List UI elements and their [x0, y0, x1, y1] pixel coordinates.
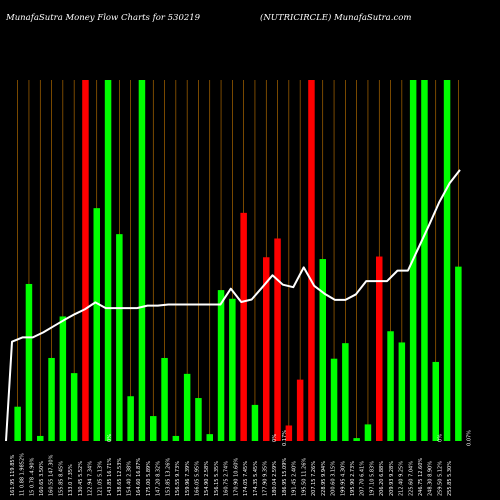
x-tick-label: 154.90 2.58% — [204, 461, 210, 496]
volume-bar — [229, 298, 236, 441]
volume-bar — [308, 80, 315, 441]
x-tick-label: 11 0.88 1.9852% — [20, 453, 26, 496]
x-tick-label: 156.15 5.35% — [214, 461, 220, 496]
volume-bar — [240, 212, 247, 441]
x-tick-label: 153.85 13.26% — [165, 458, 171, 496]
percent-marker: 0.17% — [282, 430, 288, 446]
x-tick-label: 121.05 5.13% — [97, 461, 103, 496]
volume-bar — [70, 373, 78, 441]
x-tick-label: 246.75 12.60% — [418, 458, 424, 496]
x-tick-label: 212.40 9.25% — [399, 461, 405, 496]
x-axis-labels: 161.95 119.85% 11 0.88 1.9852% 15 0.78 -4.… — [10, 453, 453, 496]
x-tick-label: 186.95 15.09% — [282, 458, 288, 496]
x-tick-label: 161.95 119.85% — [10, 454, 16, 496]
x-tick-label: 175.00 5.89% — [146, 461, 152, 496]
volume-bar — [364, 424, 372, 441]
x-tick-label: 248.30 8.90% — [428, 461, 434, 496]
x-tick-label: 197.10 5.83% — [369, 461, 375, 496]
volume-bar — [285, 425, 293, 441]
volume-bar — [387, 331, 394, 441]
volume-bar — [150, 416, 157, 441]
volume-bar — [274, 238, 281, 441]
volume-bar — [376, 256, 383, 441]
x-tick-label: 180.04 2.59% — [272, 461, 278, 496]
volume-bar — [398, 342, 406, 441]
volume-bar — [82, 80, 89, 441]
volume-bar — [342, 343, 349, 441]
x-tick-label: 15 0.78 -4.90% — [29, 457, 35, 496]
x-tick-label: 177.90 9.35% — [263, 461, 269, 496]
volume-bar — [296, 379, 304, 441]
volume-bar — [138, 80, 146, 441]
x-tick-label: 200.60 3.15% — [331, 461, 337, 496]
x-tick-label: 206.20 6.88% — [379, 461, 385, 496]
volume-bar — [93, 208, 100, 441]
x-tick-label: 225.60 7.04% — [408, 461, 414, 496]
volume-bar — [421, 80, 428, 441]
x-tick-label: 166.05 5.95% — [194, 461, 200, 496]
x-tick-label: 191.45 2.40% — [292, 461, 298, 496]
x-tick-label: 228.95 9.94% — [321, 461, 327, 496]
volume-bar — [127, 396, 134, 441]
volume-bar — [455, 266, 462, 441]
x-tick-label: 170.90 10.60% — [233, 458, 239, 496]
x-tick-label: 159.96 7.39% — [185, 461, 191, 496]
volume-bar — [319, 259, 326, 441]
volume-bar — [432, 361, 439, 441]
volume-bar — [48, 357, 55, 441]
volume-bar — [206, 434, 213, 441]
volume-bar — [161, 357, 168, 441]
x-tick-label: 255.85 5.30% — [447, 461, 453, 496]
volume-bar — [183, 373, 191, 441]
price-line — [5, 169, 461, 442]
site-title: (NUTRICIRCLE) MunafaSutra.com — [260, 12, 411, 23]
x-tick-label: 195.90 2.73% — [350, 461, 356, 496]
volume-bar — [59, 316, 67, 441]
volume-bar — [195, 398, 202, 441]
volume-bar — [116, 234, 123, 441]
volume-bar — [14, 406, 21, 441]
x-tick-label: 174.05 7.45% — [243, 461, 249, 496]
volume-bar — [251, 404, 259, 441]
volume-bars — [14, 80, 462, 441]
x-tick-label: 259.50 5.12% — [437, 461, 443, 496]
x-tick-label: 160.55 147.30% — [49, 454, 55, 496]
percent-marker: 0% — [107, 434, 113, 442]
volume-bar — [172, 435, 180, 441]
x-tick-label: 138.65 12.53% — [117, 458, 123, 496]
x-tick-label: 156.55 9.73% — [175, 461, 181, 496]
x-tick-label: 207.70 6.41% — [360, 461, 366, 496]
volume-bar — [330, 358, 338, 441]
x-tick-label: 209.93 9.28% — [389, 461, 395, 496]
x-tick-label: 174.35 5.45% — [253, 461, 259, 496]
x-tick-label: 207.15 7.26% — [311, 461, 317, 496]
volume-bar — [104, 80, 112, 441]
x-tick-label: 164.60 16.87% — [136, 458, 142, 496]
x-tick-label: 199.95 4.30% — [340, 461, 346, 496]
x-tick-label: 147.20 8.32% — [156, 461, 162, 496]
percent-marker: 0% — [272, 434, 278, 442]
volume-bar — [37, 435, 44, 441]
percent-marker: 0.07% — [467, 430, 473, 446]
volume-bar — [217, 290, 225, 441]
x-tick-label: 154.40 2.38% — [126, 461, 132, 496]
volume-bar — [25, 283, 33, 441]
x-tick-label: 133.0 7.35% — [68, 464, 74, 496]
x-tick-label: 155.85 8.45% — [58, 461, 64, 496]
x-tick-label: 130.45 5.52% — [78, 461, 84, 496]
volume-bar — [263, 257, 270, 441]
percent-markers: 0% 0% 0.17% 0% 0.07% — [107, 430, 473, 446]
price-line-group — [5, 169, 461, 442]
x-tick-label: 122.94 7.34% — [88, 461, 94, 496]
x-tick-label: 143.85 16.71% — [107, 458, 113, 496]
volume-bar — [443, 80, 451, 441]
volume-bar — [353, 438, 360, 441]
x-tick-label: 160.65 3.50% — [39, 461, 45, 496]
chart-title: MunafaSutra Money Flow Charts for 530219 — [5, 13, 201, 23]
percent-marker: 0% — [437, 434, 443, 442]
x-tick-label: 160.75 2.74% — [224, 461, 230, 496]
x-tick-label: 195.50 11.26% — [301, 458, 307, 496]
